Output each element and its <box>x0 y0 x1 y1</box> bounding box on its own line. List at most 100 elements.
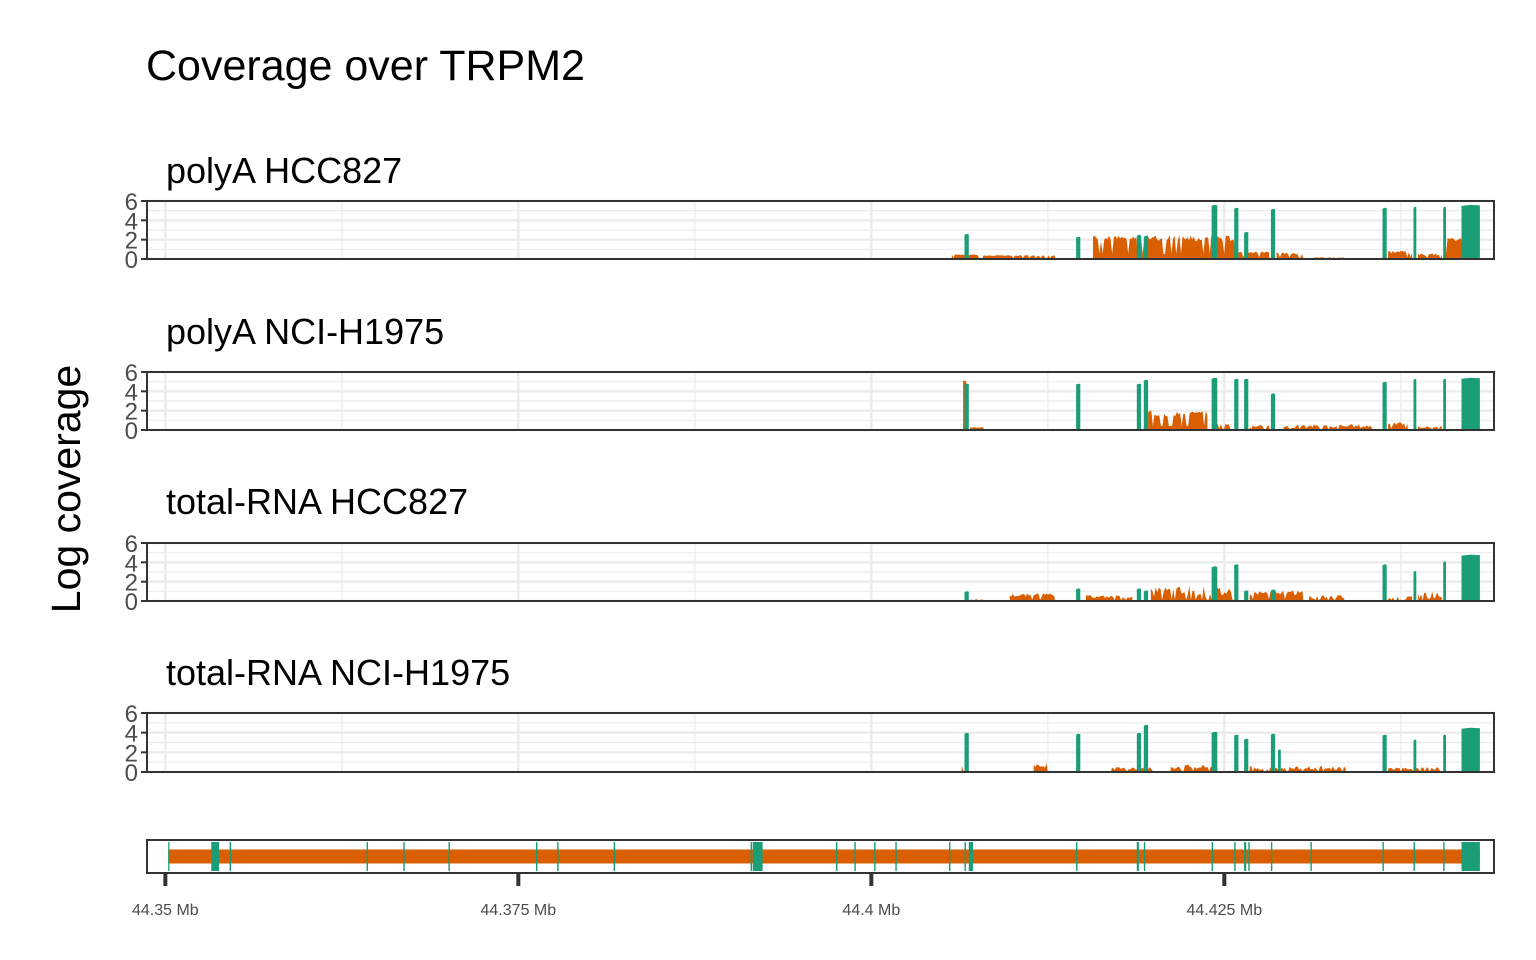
exon-peak <box>1211 377 1218 430</box>
exon-block <box>1244 842 1247 871</box>
exon-block <box>874 842 876 871</box>
exon-block <box>1234 842 1236 871</box>
exon-block <box>211 842 220 871</box>
exon-block <box>1136 842 1139 871</box>
y-tick-label: 4 <box>125 208 138 235</box>
chart-title: Coverage over TRPM2 <box>146 42 585 90</box>
exon-peak <box>1234 207 1239 259</box>
y-tick-label: 6 <box>125 531 138 558</box>
exon-peak <box>1076 236 1081 259</box>
exon-block <box>366 842 368 871</box>
exon-peak <box>1076 588 1081 601</box>
x-tick-label: 44.35 Mb <box>132 902 199 919</box>
intron-coverage <box>1214 423 1232 430</box>
intron-coverage <box>1111 767 1154 772</box>
y-tick-label: 2 <box>125 740 138 767</box>
intron-coverage <box>1238 251 1270 259</box>
exon-peak <box>1211 566 1218 601</box>
exon-peak <box>1244 378 1249 430</box>
exon-peak <box>1443 378 1446 430</box>
intron-coverage <box>1148 410 1208 430</box>
exon-block <box>1076 842 1078 871</box>
y-axis-label: Log coverage <box>43 365 89 613</box>
exon-peak <box>1136 234 1141 259</box>
intron-coverage <box>961 765 965 772</box>
exon-peak <box>1136 383 1141 430</box>
intron-coverage <box>1388 251 1413 259</box>
exon-block <box>1443 842 1445 871</box>
exon-peak <box>1270 733 1276 772</box>
exon-peak <box>1443 734 1446 772</box>
exon-peak <box>1443 561 1446 601</box>
exon-peak <box>1234 564 1239 601</box>
exon-peak <box>1443 206 1446 259</box>
exon-block <box>836 842 838 871</box>
x-axis: 44.35 Mb 44.375 Mb 44.4 Mb 44.425 Mb <box>132 873 1262 919</box>
intron-coverage <box>1283 424 1373 430</box>
intron-coverage <box>1249 425 1270 430</box>
exon-block <box>403 842 405 871</box>
exon-peak <box>1211 731 1218 772</box>
transcript-body <box>168 849 1480 864</box>
exon-block <box>448 842 450 871</box>
track-title: polyA NCI-H1975 <box>166 311 444 352</box>
y-tick-label: 6 <box>125 701 138 728</box>
exon-peak <box>1413 571 1417 601</box>
exon-block <box>557 842 559 871</box>
exon-peak <box>1143 379 1149 430</box>
exon-block <box>1461 842 1480 871</box>
exon-peak <box>1270 589 1276 601</box>
exon-peak <box>1461 204 1480 259</box>
y-tick-label: 0 <box>125 589 138 616</box>
intron-coverage <box>1033 763 1048 772</box>
exon-peak <box>1382 207 1387 259</box>
exon-block <box>968 842 973 871</box>
exon-block <box>613 842 616 871</box>
exon-peak <box>1382 734 1387 772</box>
exon-peak <box>964 233 969 259</box>
y-tick-label: 0 <box>125 247 138 274</box>
exon-peak <box>1278 749 1281 772</box>
intron-coverage <box>1170 764 1218 772</box>
y-tick-label: 4 <box>125 550 138 577</box>
y-tick-label: 2 <box>125 399 138 426</box>
exon-block <box>1310 842 1312 871</box>
exon-block <box>752 842 763 871</box>
track-title: polyA HCC827 <box>166 150 402 191</box>
panel-frame <box>146 200 1495 260</box>
exon-block <box>750 842 753 871</box>
exon-peak <box>964 591 969 601</box>
intron-coverage <box>1417 591 1442 601</box>
exon-peak <box>1076 383 1081 430</box>
exon-peak <box>1413 739 1417 772</box>
y-tick-label: 6 <box>125 189 138 216</box>
exon-peak <box>1382 564 1387 601</box>
panel-frame <box>146 542 1495 602</box>
intron-coverage <box>1388 422 1408 430</box>
exon-block <box>1143 842 1146 871</box>
exon-peak <box>1413 378 1417 430</box>
panel-frame <box>146 371 1495 431</box>
exon-peak <box>964 732 969 772</box>
exon-block <box>964 842 966 871</box>
exon-block <box>854 842 856 871</box>
exon-peak <box>1244 231 1249 259</box>
y-tick-label: 4 <box>125 721 138 748</box>
exon-peak <box>1076 733 1081 772</box>
exon-peak <box>1244 590 1249 601</box>
exon-peak <box>1270 208 1276 259</box>
gene-model-panel <box>146 839 1495 874</box>
exon-block <box>948 842 951 871</box>
x-tick-label: 44.375 Mb <box>481 902 557 919</box>
intron-coverage <box>1249 590 1304 601</box>
intron-coverage <box>1446 237 1465 259</box>
exon-peak <box>964 383 969 430</box>
exon-peak <box>1270 393 1276 430</box>
exon-block <box>535 842 538 871</box>
intron-coverage <box>1085 595 1133 601</box>
intron-coverage <box>1309 595 1345 601</box>
exon-block <box>1248 842 1250 871</box>
